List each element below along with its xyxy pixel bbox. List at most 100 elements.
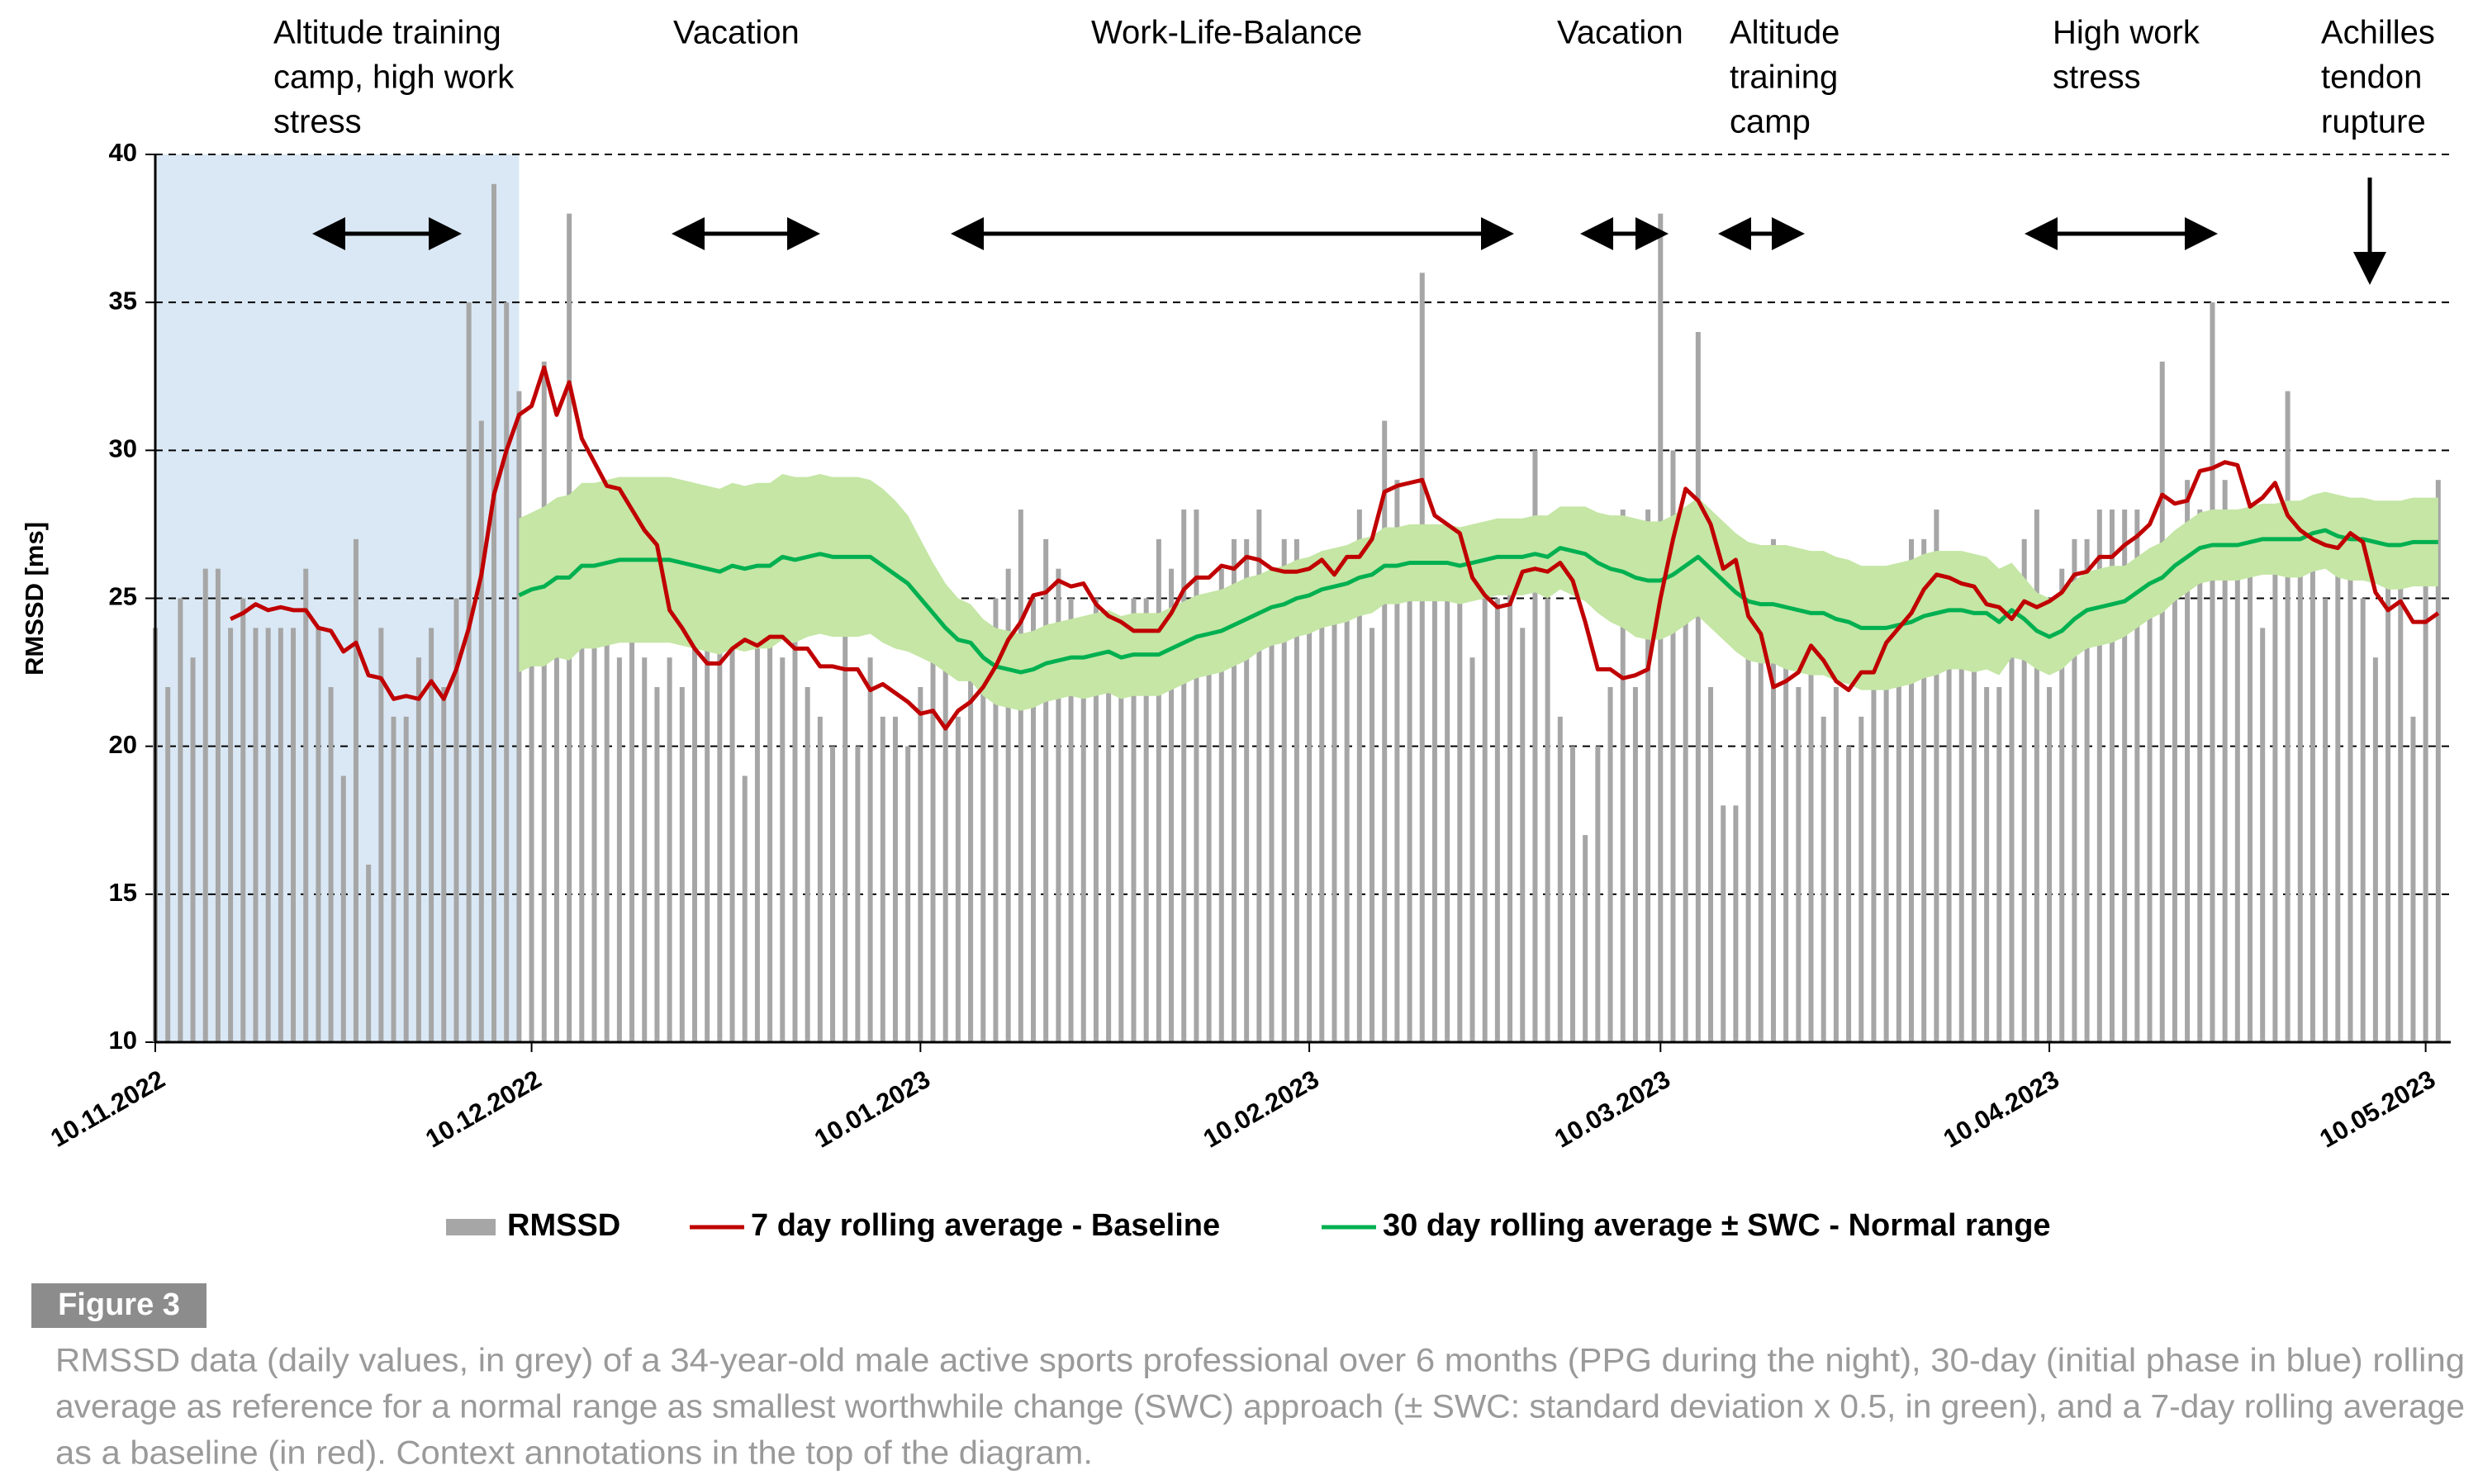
- rmssd-bar: [1733, 805, 1739, 1042]
- rmssd-bar: [429, 628, 434, 1042]
- rmssd-bar: [629, 568, 635, 1042]
- rmssd-bar: [1118, 628, 1124, 1042]
- rmssd-bar: [265, 628, 271, 1042]
- annotation-text: camp, high work: [273, 59, 515, 96]
- rmssd-bar: [1984, 687, 1990, 1042]
- rmssd-bar: [1457, 598, 1463, 1042]
- rmssd-bar: [1871, 598, 1877, 1042]
- y-tick-label: 20: [109, 730, 137, 759]
- rmssd-bar: [918, 687, 923, 1042]
- rmssd-bar: [905, 746, 911, 1042]
- rmssd-bar: [2285, 391, 2290, 1043]
- figure-label: Figure 3: [58, 1287, 180, 1322]
- rmssd-bar: [1494, 598, 1500, 1042]
- rmssd-bar: [616, 657, 622, 1042]
- rmssd-bar: [2134, 510, 2140, 1042]
- rmssd-bar: [2072, 538, 2077, 1042]
- annotation-text: Work-Life-Balance: [1091, 15, 1362, 51]
- rmssd-bar: [1206, 598, 1212, 1042]
- rmssd-bar: [1431, 538, 1437, 1042]
- rmssd-bar: [2297, 538, 2303, 1042]
- annotation-text: stress: [273, 104, 362, 140]
- rmssd-bar: [1181, 510, 1187, 1042]
- rmssd-bar: [780, 657, 786, 1042]
- rmssd-bar: [1307, 568, 1313, 1042]
- rmssd-bar: [2398, 568, 2404, 1042]
- rmssd-bar: [604, 480, 610, 1042]
- rmssd-bar: [1332, 598, 1337, 1042]
- rmssd-bar: [353, 538, 358, 1042]
- rmssd-bar: [955, 716, 961, 1042]
- rmssd-bar: [2109, 510, 2115, 1042]
- rmssd-bar: [942, 598, 948, 1042]
- rmssd-bar: [880, 716, 885, 1042]
- rmssd-bar: [1482, 568, 1488, 1042]
- rmssd-bar: [1958, 598, 1964, 1042]
- rmssd-bar: [1645, 510, 1651, 1042]
- rmssd-bar: [504, 302, 510, 1043]
- rmssd-bar: [2323, 598, 2328, 1042]
- rmssd-bar: [2360, 598, 2366, 1042]
- rmssd-bar: [2435, 480, 2441, 1042]
- rmssd-bar: [328, 687, 334, 1042]
- rmssd-bar: [1796, 687, 1802, 1042]
- rmssd-bar: [742, 775, 748, 1042]
- rmssd-bar: [717, 628, 723, 1042]
- annotation-text: tendon: [2321, 59, 2422, 96]
- rmssd-bar: [1808, 657, 1814, 1042]
- rmssd-bar: [2309, 568, 2315, 1042]
- rmssd-bar: [491, 183, 497, 1042]
- rmssd-bar: [1683, 598, 1688, 1042]
- rmssd-bar: [792, 628, 798, 1042]
- rmssd-bar: [2034, 510, 2039, 1042]
- rmssd-bar: [1545, 598, 1550, 1042]
- rmssd-bar: [980, 628, 986, 1042]
- rmssd-bar: [930, 628, 936, 1042]
- rmssd-bar: [2347, 568, 2353, 1042]
- rmssd-bar: [553, 598, 559, 1042]
- legend-label: 7 day rolling average - Baseline: [751, 1208, 1220, 1243]
- annotation-text: training: [1730, 59, 1838, 96]
- legend-label: 30 day rolling average ± SWC - Normal ra…: [1383, 1208, 2051, 1243]
- y-tick-label: 10: [109, 1026, 137, 1055]
- rmssd-bar: [1445, 568, 1450, 1042]
- rmssd-bar: [1607, 687, 1613, 1042]
- rmssd-bar: [1507, 568, 1513, 1042]
- rmssd-bar: [579, 568, 585, 1042]
- rmssd-bar: [1068, 598, 1074, 1042]
- rmssd-bar: [1218, 568, 1224, 1042]
- rmssd-bar: [2084, 538, 2090, 1042]
- rmssd-bar: [529, 628, 534, 1042]
- caption-line: average as reference for a normal range …: [55, 1389, 2465, 1425]
- rmssd-bar: [1269, 568, 1275, 1042]
- rmssd-bar: [691, 628, 697, 1042]
- rmssd-bar: [667, 657, 672, 1042]
- legend-label: RMSSD: [507, 1208, 620, 1243]
- rmssd-bar: [1356, 510, 1362, 1042]
- rmssd-bar: [1783, 628, 1789, 1042]
- rmssd-bar: [1971, 568, 1977, 1042]
- rmssd-bar: [2159, 361, 2165, 1042]
- rmssd-bar: [291, 628, 297, 1042]
- rmssd-bar: [1520, 628, 1526, 1042]
- rmssd-bar: [1056, 568, 1061, 1042]
- rmssd-bar: [1469, 657, 1475, 1042]
- rmssd-bar: [2210, 302, 2215, 1043]
- x-tick-label: 10.04.2023: [1939, 1064, 2064, 1154]
- rmssd-bar: [441, 687, 447, 1042]
- rmssd-bar: [1595, 746, 1601, 1042]
- rmssd-bar: [1721, 805, 1726, 1042]
- rmssd-bar: [654, 687, 660, 1042]
- rmssd-bar: [1382, 420, 1388, 1042]
- y-tick-label: 35: [109, 286, 137, 315]
- rmssd-bar: [2234, 568, 2240, 1042]
- rmssd-bar: [1846, 746, 1852, 1042]
- rmssd-bar: [1883, 568, 1889, 1042]
- rmssd-bar: [165, 687, 171, 1042]
- rmssd-bar: [1632, 687, 1638, 1042]
- rmssd-bar: [1043, 538, 1049, 1042]
- rmssd-bar: [2372, 657, 2378, 1042]
- rmssd-bar: [1858, 716, 1864, 1042]
- rmssd-bar: [1093, 598, 1099, 1042]
- rmssd-bar: [1934, 510, 1939, 1042]
